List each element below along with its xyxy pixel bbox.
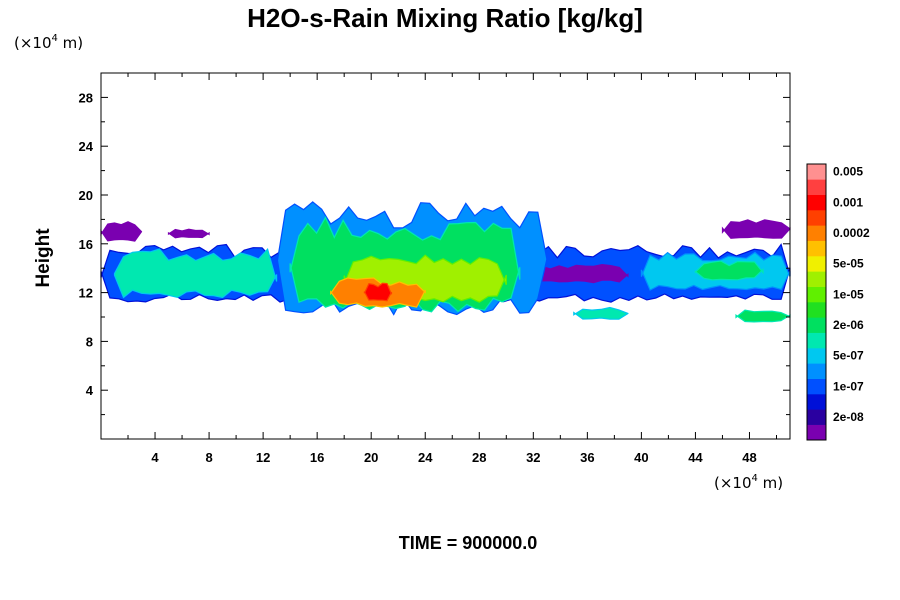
x-tick-label: 36 <box>580 450 594 465</box>
x-tick-label: 44 <box>688 450 703 465</box>
y-tick-label: 28 <box>79 90 93 105</box>
field-region-level-0 <box>532 263 629 284</box>
x-tick-label: 8 <box>205 450 212 465</box>
colorbar-swatch <box>807 179 826 195</box>
colorbar-label: 1e-07 <box>833 379 864 393</box>
x-tick-label: 48 <box>742 450 756 465</box>
colorbar-swatch <box>807 302 826 318</box>
field-region-level-6 <box>573 306 629 320</box>
colorbar-swatch <box>807 256 826 272</box>
field-region-level-0 <box>167 228 210 239</box>
colorbar-swatch <box>807 210 826 226</box>
colorbar-label: 0.0002 <box>833 226 870 240</box>
colorbar-swatch <box>807 332 826 349</box>
colorbar-frame <box>806 163 827 441</box>
y-axis-title: Height <box>33 228 54 288</box>
colorbar-label: 5e-05 <box>833 257 864 271</box>
field-region-level-0 <box>100 221 143 242</box>
colorbar-label: 2e-06 <box>833 318 864 332</box>
x-tick-label: 32 <box>526 450 540 465</box>
field-region-level-15 <box>363 282 393 302</box>
field-region-level-6 <box>113 248 278 299</box>
field-region-level-0 <box>721 219 791 239</box>
colorbar-label: 5e-07 <box>833 349 864 363</box>
time-label: TIME = 900000.0 <box>399 533 538 553</box>
colorbar-swatch <box>807 348 826 364</box>
y-unit-label: (×104 m) <box>14 33 83 52</box>
colorbar-swatch <box>807 317 826 333</box>
colorbar-label: 0.001 <box>833 195 863 209</box>
x-tick-label: 12 <box>256 450 270 465</box>
x-tick-label: 4 <box>151 450 159 465</box>
plot-frame <box>100 72 791 440</box>
y-axis: 4 8 12 16 20 24 28 <box>79 90 790 416</box>
colorbar-swatch <box>807 240 826 257</box>
x-axis: 4 8 12 16 20 24 28 32 36 40 44 48 <box>127 73 777 465</box>
y-tick-label: 4 <box>86 383 94 398</box>
x-tick-label: 24 <box>418 450 433 465</box>
x-unit-label: (×104 m) <box>714 473 783 492</box>
y-tick-label: 8 <box>86 334 93 349</box>
colorbar-swatch <box>807 363 826 379</box>
y-tick-label: 16 <box>79 237 93 252</box>
x-tick-label: 20 <box>364 450 378 465</box>
chart-title: H2O-s-Rain Mixing Ratio [kg/kg] <box>247 3 643 33</box>
x-tick-label: 28 <box>472 450 486 465</box>
x-tick-label: 16 <box>310 450 324 465</box>
colorbar-label: 1e-05 <box>833 287 864 301</box>
colorbar-swatch <box>807 225 826 241</box>
field-region-level-7 <box>694 260 764 281</box>
colorbar-swatch <box>807 286 826 303</box>
y-tick-label: 20 <box>79 188 93 203</box>
colorbar-swatch <box>807 164 826 180</box>
colorbar-swatch <box>807 271 826 287</box>
colorbar-legend: 2e-08 1e-07 5e-07 2e-06 1e-05 5e-05 0.0002 0.00… <box>806 163 870 441</box>
colorbar-label: 2e-08 <box>833 410 864 424</box>
colorbar-swatch <box>807 424 826 441</box>
y-tick-label: 12 <box>79 286 93 301</box>
colorbar-swatch <box>807 394 826 410</box>
colorbar-swatch <box>807 194 826 211</box>
x-tick-label: 40 <box>634 450 648 465</box>
colorbar-label: 0.005 <box>833 165 863 179</box>
colorbar-swatch <box>807 409 826 425</box>
colorbar-swatch <box>807 378 826 395</box>
y-tick-label: 24 <box>79 139 94 154</box>
